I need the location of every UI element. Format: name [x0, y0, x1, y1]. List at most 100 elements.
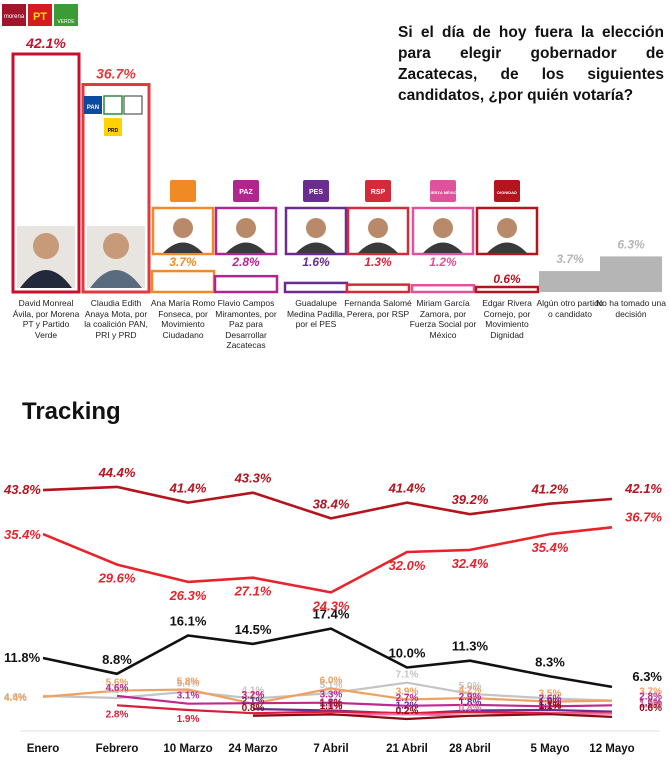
- data-label: 1.0%: [320, 702, 343, 713]
- data-label: 1.2%: [639, 700, 662, 711]
- bar: [539, 271, 601, 292]
- data-label: 1.9%: [177, 714, 200, 725]
- data-label: 43.8%: [3, 482, 41, 497]
- pan-logo-text: PAN: [87, 105, 99, 111]
- data-label: 32.0%: [389, 558, 426, 573]
- data-label: 24.3%: [312, 598, 350, 613]
- candidate-label: Algún otro partido o candidato: [536, 298, 604, 319]
- bar-value-label: 36.7%: [96, 66, 136, 82]
- data-label: 3.1%: [242, 691, 265, 702]
- bar-value-label: 3.7%: [556, 252, 584, 266]
- data-label: 4.4%: [4, 693, 27, 704]
- party-logo-text: PAZ: [239, 189, 253, 196]
- data-label: 2.8%: [639, 691, 662, 702]
- data-label: 32.4%: [452, 556, 489, 571]
- data-label: 4.2%: [459, 685, 482, 696]
- series-line: [42, 526, 613, 594]
- data-label: 5.0%: [459, 681, 482, 692]
- data-label: 10.0%: [389, 646, 426, 661]
- party-logo: [233, 180, 259, 202]
- verde-logo: [54, 4, 78, 26]
- data-label: 44.4%: [98, 465, 136, 480]
- candidate-body: [163, 242, 203, 253]
- data-label: 39.2%: [452, 492, 489, 507]
- data-label: 3.1%: [177, 691, 200, 702]
- party-logo-text: RSP: [371, 189, 386, 196]
- party-logo: [170, 180, 196, 202]
- data-label: 3.3%: [320, 690, 343, 701]
- data-label: 0.8%: [459, 703, 482, 714]
- data-label: 41.2%: [531, 482, 569, 497]
- x-tick-label: 7 Abril: [313, 743, 348, 755]
- candidate-body: [20, 270, 72, 288]
- candidate-label: David Monreal Ávila, por Morena PT y Par…: [12, 298, 80, 340]
- data-label: 2.6%: [539, 693, 562, 704]
- x-tick-label: Enero: [27, 743, 60, 755]
- verde-logo-text: VERDE: [57, 19, 75, 25]
- pan-logo: [84, 96, 102, 114]
- bar: [410, 283, 476, 294]
- data-label: 35.4%: [4, 527, 41, 542]
- pt-logo: [28, 4, 52, 26]
- series-line: [42, 681, 613, 702]
- data-label: 2.1%: [242, 696, 265, 707]
- x-tick-label: 12 Mayo: [589, 743, 634, 755]
- data-label: 29.6%: [98, 571, 136, 586]
- candidate-label: Edgar Rivera Cornejo, por Movimiento Dig…: [482, 298, 532, 340]
- data-label: 11.3%: [452, 639, 489, 654]
- prd-logo-text: PRD: [108, 128, 119, 134]
- data-label: 36.7%: [625, 509, 662, 524]
- data-label: 7.1%: [396, 670, 419, 681]
- x-tick-label: 21 Abril: [386, 743, 428, 755]
- data-label: 1.9%: [539, 697, 562, 708]
- bar-value-label: 0.6%: [493, 272, 521, 286]
- candidate-body: [90, 270, 142, 288]
- data-label: 3.9%: [396, 687, 419, 698]
- candidate-face: [33, 233, 59, 259]
- data-label: 1.8%: [459, 698, 482, 709]
- bar-value-label: 42.1%: [25, 35, 66, 51]
- candidate-face: [497, 218, 517, 238]
- data-label: 0.2%: [396, 706, 419, 717]
- data-label: 1.1%: [320, 701, 343, 712]
- candidate-label: Flavio Campos Miramontes, por Paz para D…: [215, 298, 277, 350]
- data-label: 41.4%: [388, 481, 426, 496]
- bar: [345, 283, 411, 294]
- candidate-body: [358, 242, 398, 253]
- data-label: 3.2%: [242, 690, 265, 701]
- data-label: 1.3%: [639, 699, 662, 710]
- series-line: [252, 713, 613, 721]
- candidate-label: Miriam García Zamora, por Fuerza Social …: [409, 298, 477, 340]
- data-label: 2.8%: [106, 709, 129, 720]
- candidate-face: [173, 218, 193, 238]
- morena-pt-verde-logos: morena PT VERDE: [2, 4, 78, 26]
- bar-value-label: 2.8%: [231, 255, 260, 269]
- party-logo: [494, 180, 520, 202]
- data-label: 2.9%: [459, 692, 482, 703]
- bar: [474, 285, 540, 294]
- candidate-face: [236, 218, 256, 238]
- data-label: 4.6%: [4, 692, 27, 703]
- data-label: 27.1%: [234, 584, 272, 599]
- data-label: 4.2%: [106, 685, 129, 696]
- candidate-body: [226, 242, 266, 253]
- data-label: 42.1%: [624, 481, 662, 496]
- candidate-face: [103, 233, 129, 259]
- pt-logo-text: PT: [33, 11, 47, 23]
- survey-question: Si el día de hoy fuera la elección para …: [398, 24, 664, 104]
- party-logo-text: DIGNIDAD: [497, 190, 517, 195]
- data-label: 1.2%: [396, 701, 419, 712]
- candidate-body: [423, 242, 463, 253]
- data-label: 4.1%: [242, 685, 265, 696]
- pri-logo: [103, 95, 123, 115]
- party-logo-text: FUERZA MÉXICO: [427, 190, 460, 195]
- party-logo-text: PES: [309, 189, 323, 196]
- vote-intention-bar-chart: 42.1% 36.7% 3.7% 2.8% 1.6% 1.3% 1.2% 0.6% 3.7% 6.…: [11, 35, 662, 294]
- data-label: 0.8%: [242, 703, 265, 714]
- x-tick-label: 24 Marzo: [228, 743, 277, 755]
- bar: [600, 256, 662, 292]
- candidate-label: Fernanda Salomé Perera, por RSP: [344, 298, 412, 319]
- candidate-body: [296, 242, 336, 253]
- data-label: 3.7%: [639, 687, 662, 698]
